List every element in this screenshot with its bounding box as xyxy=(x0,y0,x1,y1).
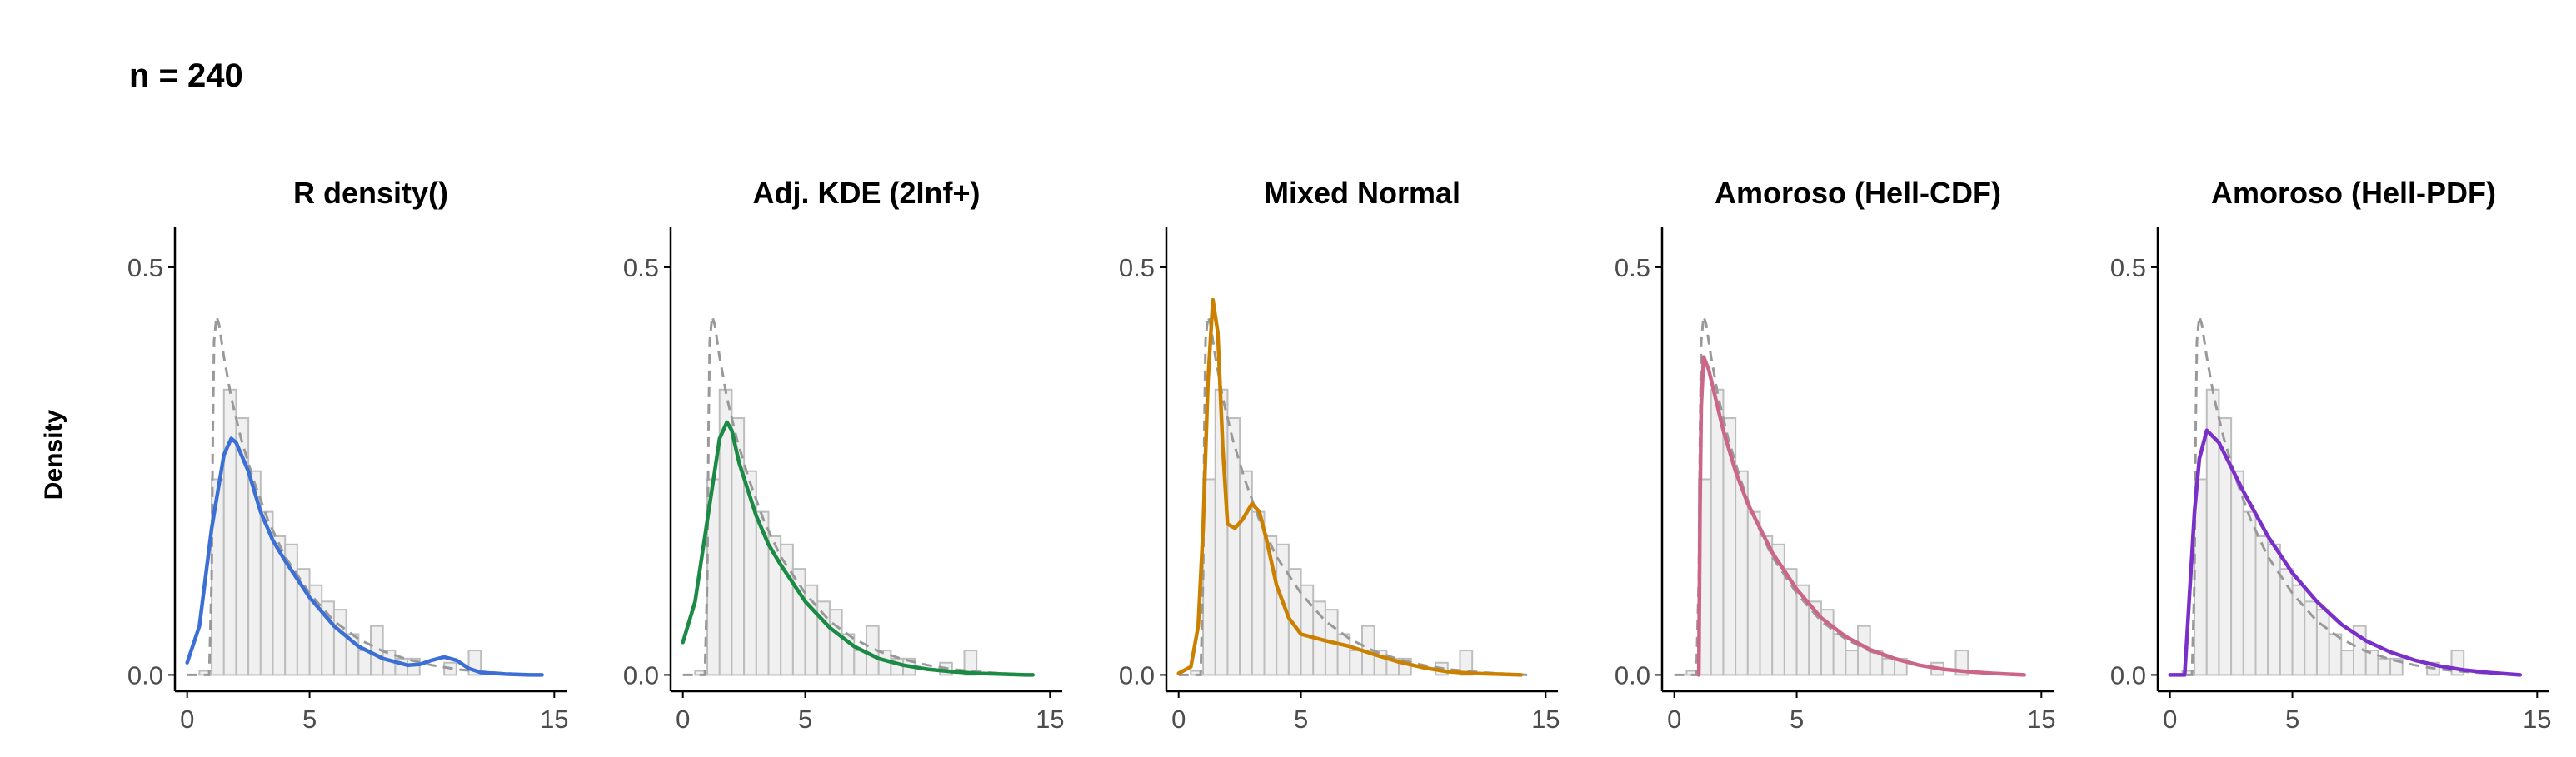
y-tick-label: 0.0 xyxy=(1119,660,1155,690)
histogram-bar xyxy=(357,650,372,676)
histogram xyxy=(2181,388,2465,676)
x-tick-label: 0 xyxy=(1667,705,1681,734)
y-tick-label: 0.0 xyxy=(1615,660,1650,690)
density-estimate-line xyxy=(681,420,1036,677)
density-estimate-line xyxy=(1176,297,1524,677)
histogram-bar xyxy=(2254,535,2269,676)
density-estimate-line xyxy=(2168,428,2523,677)
panel-title: Mixed Normal xyxy=(1264,176,1460,210)
panel-4: Amoroso (Hell-CDF) 0.0 0.5 0 5 15 xyxy=(1615,176,2056,734)
panel-title: Amoroso (Hell-PDF) xyxy=(2211,176,2496,210)
panels: R density() 0.0 0.5 0 5 15 Adj. KDE (2Inf+) 0.0… xyxy=(127,176,2552,734)
histogram-bar xyxy=(2377,657,2392,676)
x-tick-label: 15 xyxy=(2523,705,2551,734)
panel-3: Mixed Normal 0.0 0.5 0 5 15 xyxy=(1119,176,1560,734)
x-tick-label: 5 xyxy=(302,705,317,734)
histogram-bar xyxy=(1832,633,1847,676)
true-density-line xyxy=(187,316,537,676)
histogram xyxy=(1190,388,1474,676)
y-tick-label: 0.5 xyxy=(1119,253,1155,282)
histogram-bar xyxy=(1746,510,1761,676)
histogram-bar xyxy=(853,650,867,676)
x-tick-label: 5 xyxy=(1294,705,1308,734)
x-tick-label: 0 xyxy=(676,705,690,734)
histogram-bar xyxy=(1759,535,1774,676)
histogram-bar xyxy=(2328,633,2343,676)
histogram-bar xyxy=(1336,633,1351,676)
y-tick-label: 0.5 xyxy=(1615,253,1650,282)
histogram-bar xyxy=(1881,657,1896,676)
histogram-bar xyxy=(2230,470,2244,676)
histogram xyxy=(198,388,482,676)
histogram-bar xyxy=(1710,388,1725,676)
histogram-bar xyxy=(1251,510,1266,676)
histogram-bar xyxy=(2340,650,2354,676)
y-axis-label: Density xyxy=(40,410,67,501)
x-tick-label: 15 xyxy=(1531,705,1560,734)
x-tick-label: 5 xyxy=(798,705,812,734)
y-tick-label: 0.5 xyxy=(623,253,659,282)
x-tick-label: 15 xyxy=(540,705,568,734)
x-tick-label: 0 xyxy=(2163,705,2177,734)
x-tick-label: 15 xyxy=(2027,705,2055,734)
panel-2: Adj. KDE (2Inf+) 0.0 0.5 0 5 15 xyxy=(623,176,1065,734)
x-tick-label: 0 xyxy=(180,705,194,734)
panel-1: R density() 0.0 0.5 0 5 15 xyxy=(127,176,569,734)
y-tick-label: 0.0 xyxy=(127,660,163,690)
true-density-line xyxy=(682,316,1033,676)
y-tick-label: 0.0 xyxy=(623,660,659,690)
histogram-bar xyxy=(963,650,978,676)
x-tick-label: 0 xyxy=(1171,705,1186,734)
x-tick-label: 15 xyxy=(1036,705,1064,734)
density-estimate-line xyxy=(1696,355,2027,677)
histogram-bar xyxy=(1845,650,1859,676)
histogram-bar xyxy=(2364,650,2379,676)
histogram-bar xyxy=(1239,470,1253,676)
y-tick-label: 0.5 xyxy=(127,253,163,282)
density-estimate-line xyxy=(185,436,544,677)
histogram-bar xyxy=(1954,650,1969,676)
true-density-line xyxy=(2169,316,2520,676)
histogram-bar xyxy=(1459,650,1474,676)
histogram-bar xyxy=(2242,510,2257,676)
histogram xyxy=(1685,388,1969,676)
histogram-bar xyxy=(2279,568,2294,676)
y-tick-label: 0.0 xyxy=(2110,660,2146,690)
histogram-bar xyxy=(1349,650,1363,676)
histogram-bar xyxy=(332,609,347,676)
panel-title: R density() xyxy=(293,176,448,210)
panel-5: Amoroso (Hell-PDF) 0.0 0.5 0 5 15 xyxy=(2110,176,2552,734)
panel-title: Adj. KDE (2Inf+) xyxy=(752,176,980,210)
panel-title: Amoroso (Hell-CDF) xyxy=(1715,176,2001,210)
histogram-bar xyxy=(2315,609,2330,676)
histogram-bar xyxy=(828,609,843,676)
x-tick-label: 5 xyxy=(1790,705,1804,734)
y-tick-label: 0.5 xyxy=(2110,253,2146,282)
histogram-bar xyxy=(222,388,237,676)
figure-title: n = 240 xyxy=(129,57,243,94)
x-tick-label: 5 xyxy=(2285,705,2299,734)
